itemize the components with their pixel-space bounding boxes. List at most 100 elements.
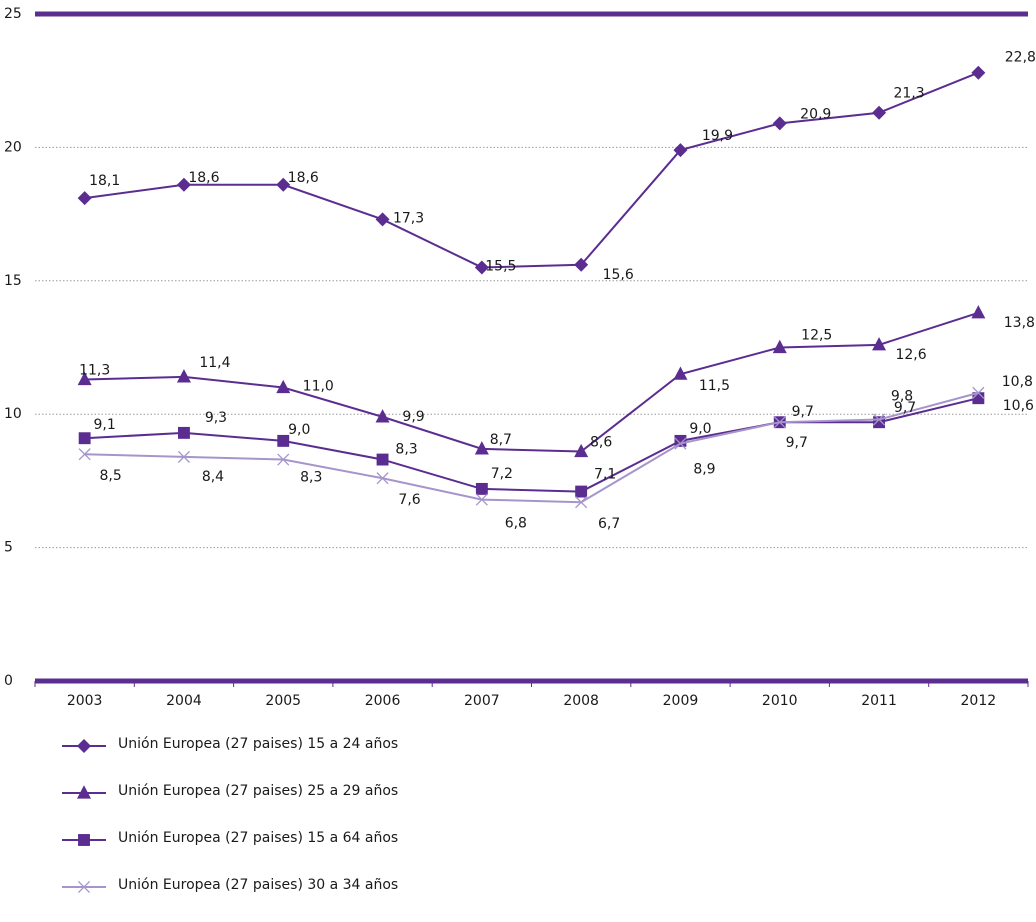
data-label: 12,5 (801, 328, 832, 344)
data-label: 9,0 (288, 422, 310, 438)
series-line (84, 391, 979, 504)
x-tick-label: 2008 (563, 693, 599, 709)
y-tick-label: 5 (4, 540, 13, 556)
y-tick-label: 15 (4, 273, 22, 289)
series-line (84, 71, 979, 269)
data-point (276, 379, 291, 394)
data-label: 8,3 (395, 442, 417, 458)
data-label: 7,1 (594, 467, 616, 483)
data-point (972, 392, 985, 405)
data-label: 6,8 (505, 516, 527, 532)
data-label: 8,6 (590, 435, 612, 451)
data-point (177, 450, 191, 463)
data-label: 12,6 (895, 347, 926, 363)
data-label: 15,6 (603, 267, 634, 283)
data-point (376, 453, 389, 466)
data-point (376, 472, 389, 485)
data-point (773, 416, 786, 429)
data-point (277, 434, 290, 447)
x-tick-label: 2010 (762, 693, 798, 709)
data-label: 21,3 (893, 86, 924, 102)
data-label: 11,0 (303, 379, 334, 395)
y-tick-label: 20 (4, 139, 22, 155)
data-point (77, 191, 92, 206)
series-2 (77, 305, 986, 458)
line-chart: 0 5 10 15 20 25 2003 2004 2005 2006 2007 2008 2009 20… (4, 6, 1036, 709)
data-label: 11,4 (199, 355, 230, 371)
data-label: 18,1 (89, 173, 120, 189)
data-label: 8,5 (100, 468, 122, 484)
x-tick-label: 2003 (67, 693, 103, 709)
data-point (575, 485, 588, 498)
x-tick-label: 2011 (861, 693, 897, 709)
data-label: 22,8 (1005, 50, 1036, 66)
legend-label: Unión Europea (27 paises) 30 a 34 años (118, 877, 399, 893)
data-point (574, 443, 589, 458)
x-tick-label: 2004 (166, 693, 202, 709)
data-label: 13,8 (1004, 315, 1035, 331)
data-point (176, 177, 191, 192)
legend-swatch-diamond (62, 739, 106, 753)
data-point (375, 409, 390, 423)
data-label: 17,3 (393, 210, 424, 226)
data-labels: 18,1 18,6 18,6 17,3 15,5 15,6 19,9 20,9 21,3 22,8… (79, 50, 1036, 533)
data-point (276, 177, 291, 192)
legend-label: Unión Europea (27 paises) 25 a 29 años (118, 783, 399, 799)
data-label: 8,7 (490, 432, 512, 448)
data-label: 9,8 (891, 389, 913, 405)
data-point (674, 434, 687, 447)
data-label: 9,7 (786, 435, 808, 451)
data-label: 18,6 (288, 170, 319, 186)
data-point (474, 441, 489, 455)
data-label: 7,2 (491, 466, 513, 482)
data-label: 9,7 (894, 400, 916, 416)
data-point (475, 482, 488, 495)
data-point (772, 116, 787, 131)
data-point (872, 337, 887, 351)
axes: 0 5 10 15 20 25 2003 2004 2005 2006 2007 2008 2009 20… (4, 6, 1029, 709)
legend-swatch-triangle (62, 785, 106, 799)
legend-label: Unión Europea (27 paises) 15 a 64 años (118, 830, 399, 846)
data-label: 15,5 (485, 258, 516, 274)
data-label: 8,4 (202, 469, 224, 485)
data-label: 8,3 (300, 470, 322, 486)
data-point (873, 416, 885, 429)
data-point (77, 371, 92, 386)
data-point (277, 453, 290, 466)
data-label: 20,9 (800, 106, 831, 122)
data-label: 9,1 (94, 417, 116, 433)
data-point (176, 369, 191, 383)
data-point (872, 413, 886, 426)
series-3 (78, 392, 985, 498)
legend-label: Unión Europea (27 paises) 15 a 24 años (118, 736, 399, 752)
data-point (375, 212, 390, 227)
x-tick-label: 2009 (663, 693, 699, 709)
data-point (474, 260, 489, 275)
legend-swatch-square (62, 834, 106, 846)
data-label: 7,6 (398, 492, 420, 508)
data-label: 9,3 (205, 410, 227, 426)
data-point (575, 496, 588, 509)
data-point (574, 257, 589, 272)
data-point (178, 426, 190, 439)
data-label: 18,6 (188, 170, 219, 186)
y-tick-label: 0 (4, 673, 13, 689)
data-point (673, 143, 688, 158)
data-label: 9,7 (792, 404, 814, 420)
data-point (674, 437, 687, 450)
data-label: 11,5 (699, 378, 730, 394)
data-point (972, 386, 985, 399)
series-line (84, 311, 979, 453)
data-label: 9,0 (689, 421, 711, 437)
data-point (872, 105, 887, 120)
y-tick-label: 25 (4, 6, 22, 22)
data-point (78, 448, 91, 461)
gridlines (35, 146, 1028, 549)
series-4 (78, 386, 985, 509)
data-point (78, 432, 91, 445)
data-label: 10,6 (1003, 398, 1034, 414)
data-point (673, 366, 688, 380)
x-tick-label: 2007 (464, 693, 500, 709)
data-label: 10,8 (1002, 374, 1033, 390)
data-point (772, 339, 787, 354)
